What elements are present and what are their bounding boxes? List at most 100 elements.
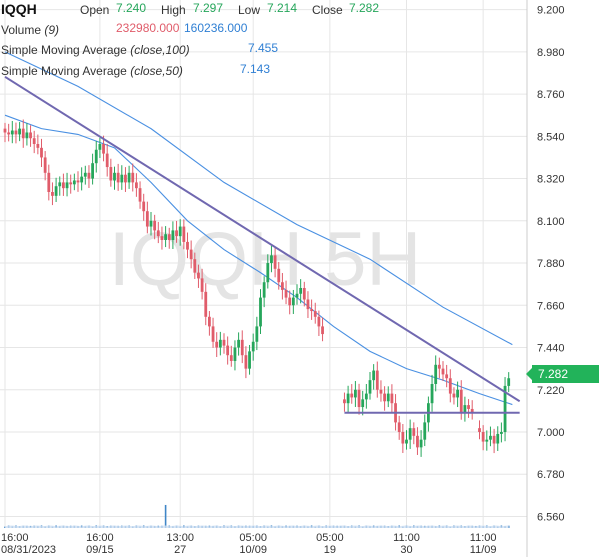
candle-body xyxy=(186,241,189,250)
candle-body xyxy=(211,326,215,342)
last-price-tag: 7.282 xyxy=(526,365,599,383)
candle-body xyxy=(273,255,277,269)
candle-body xyxy=(412,428,416,436)
x-tick-label-time: 11:00 xyxy=(393,532,420,544)
sma-50-line xyxy=(4,114,513,406)
candle-body xyxy=(397,422,401,432)
candle-body xyxy=(208,316,211,327)
candle-body xyxy=(36,144,40,148)
candle-body xyxy=(401,432,405,444)
candle-body xyxy=(160,236,164,240)
candle-body xyxy=(313,311,317,317)
open-value: 7.240 xyxy=(116,1,147,15)
x-tick-label-time: 13:00 xyxy=(166,532,194,544)
candle-body xyxy=(229,355,233,361)
candle-body xyxy=(390,393,394,404)
candle-body xyxy=(91,163,94,179)
candle-body xyxy=(149,220,153,227)
candle-body xyxy=(372,370,376,381)
candle-body xyxy=(51,192,54,196)
candle-body xyxy=(284,289,288,298)
x-tick-label-date: 08/31/2023 xyxy=(1,544,56,556)
x-tick-label-date: 09/15 xyxy=(86,544,114,556)
candle-body xyxy=(386,393,390,402)
candle-body xyxy=(470,408,474,413)
candle-body xyxy=(156,230,160,237)
candle-body xyxy=(306,299,310,310)
candle-body xyxy=(437,364,441,369)
candle-body xyxy=(222,339,226,346)
candle-body xyxy=(58,182,62,187)
trendline xyxy=(4,75,521,403)
y-tick-label: 7.660 xyxy=(537,300,565,312)
candle-body xyxy=(317,316,321,327)
candle-body xyxy=(408,428,412,440)
sma100-value: 7.455 xyxy=(248,41,279,55)
candlesticks xyxy=(3,119,511,457)
candle-body xyxy=(430,384,434,404)
candle-body xyxy=(496,433,500,444)
candle-body xyxy=(270,255,273,264)
last-price-value: 7.282 xyxy=(538,367,569,381)
candle-body xyxy=(175,230,178,237)
candle-body xyxy=(368,380,372,394)
candle-body xyxy=(29,132,32,139)
candle-body xyxy=(47,172,51,192)
chart-legend: IQQH Open 7.240 High 7.297 Low 7.214 Clo… xyxy=(0,0,380,80)
candle-body xyxy=(277,268,281,283)
candle-body xyxy=(83,172,87,177)
candle-body xyxy=(87,172,91,179)
candle-body xyxy=(218,339,222,348)
candle-body xyxy=(321,326,324,335)
candle-body xyxy=(295,293,299,298)
candle-body xyxy=(135,182,138,189)
candle-body xyxy=(485,439,489,442)
x-tick-label-time: 16:00 xyxy=(86,532,114,544)
candle-body xyxy=(346,393,350,404)
candle-body xyxy=(65,182,69,189)
candle-body xyxy=(18,128,21,135)
low-value: 7.214 xyxy=(267,1,298,15)
candle-body xyxy=(76,180,80,183)
candle-body xyxy=(197,272,200,279)
candle-body xyxy=(375,370,379,390)
candle-body xyxy=(145,211,149,227)
candle-body xyxy=(379,389,383,394)
open-label: Open xyxy=(80,3,110,17)
candle-body xyxy=(281,282,284,290)
x-tick-label-time: 11:00 xyxy=(470,532,497,544)
price-axis: 9.200 8.980 8.760 8.540 8.320 8.100 7.880 7.660… xyxy=(526,0,565,557)
candle-body xyxy=(357,389,361,408)
candle-body xyxy=(463,405,467,413)
candle-body xyxy=(109,167,113,181)
candle-body xyxy=(98,144,102,150)
candle-body xyxy=(299,288,303,294)
x-tick-label-time: 16:00 xyxy=(1,532,29,544)
y-tick-label: 7.440 xyxy=(537,343,565,355)
candle-body xyxy=(445,374,449,379)
candle-body xyxy=(7,132,11,135)
candle-body xyxy=(204,291,208,317)
candle-body xyxy=(21,128,25,139)
candle-body xyxy=(62,182,65,189)
candle-body xyxy=(80,176,84,183)
y-tick-label: 8.980 xyxy=(537,47,565,59)
candle-body xyxy=(492,435,496,444)
candle-body xyxy=(138,188,142,202)
volume-area xyxy=(5,525,509,528)
candle-body xyxy=(189,249,193,260)
candle-body xyxy=(142,201,146,212)
candle-body xyxy=(364,393,368,400)
candle-body xyxy=(193,259,197,273)
time-axis: 16:0008/31/202316:0009/1513:002705:0010/… xyxy=(1,532,497,556)
candle-body xyxy=(405,439,408,444)
candle-body xyxy=(423,422,427,440)
candle-body xyxy=(215,341,219,348)
candle-body xyxy=(459,389,463,413)
volume-bars xyxy=(4,504,510,528)
y-tick-label: 6.560 xyxy=(537,511,565,523)
candle-body xyxy=(240,339,244,356)
sma100-label: Simple Moving Average (close,100) xyxy=(1,43,190,57)
candle-body xyxy=(178,226,182,237)
